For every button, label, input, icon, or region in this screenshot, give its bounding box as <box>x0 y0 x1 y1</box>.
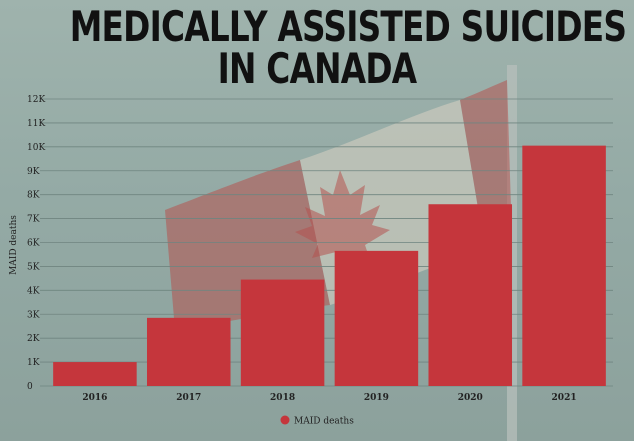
x-axis-ticks: 2016 2017 2018 2019 2020 2021 <box>82 393 576 403</box>
y-tick-label: 5K <box>27 262 40 272</box>
y-tick-label: 7K <box>27 215 40 225</box>
bar-2018 <box>240 279 325 386</box>
x-tick-label: 2020 <box>458 393 483 403</box>
y-axis-ticks: 0 1K 2K 3K 4K 5K 6K 7K 8K 9K 10K 11K 12K <box>27 95 45 392</box>
y-tick-label: 0 <box>27 382 33 392</box>
legend: MAID deaths <box>280 415 354 427</box>
gridlines <box>40 98 613 387</box>
x-tick-label: 2018 <box>270 393 295 403</box>
bars <box>53 145 606 386</box>
maple-leaf-icon <box>295 170 390 275</box>
legend-swatch <box>280 415 290 425</box>
chart-title-line-2: IN CANADA <box>217 44 417 93</box>
x-tick-label: 2017 <box>176 393 201 403</box>
y-tick-label: 3K <box>27 310 40 320</box>
bar-2016 <box>53 362 137 386</box>
bar-2020 <box>428 204 513 386</box>
bar-2021 <box>522 145 606 386</box>
x-tick-label: 2016 <box>82 393 107 403</box>
y-tick-label: 9K <box>27 167 40 177</box>
bar-2019 <box>334 250 419 386</box>
chart-title-line-1: MEDICALLY ASSISTED SUICIDES <box>69 2 627 51</box>
y-axis-title: MAID deaths <box>9 215 19 275</box>
y-tick-label: 2K <box>27 334 40 344</box>
y-tick-label: 8K <box>27 191 40 201</box>
x-tick-label: 2021 <box>552 393 577 403</box>
legend-label: MAID deaths <box>294 417 354 427</box>
x-tick-label: 2019 <box>364 393 389 403</box>
y-tick-label: 11K <box>27 119 45 129</box>
y-tick-label: 4K <box>27 286 40 296</box>
y-tick-label: 12K <box>27 95 45 105</box>
y-tick-label: 6K <box>27 239 40 249</box>
bar-2017 <box>146 317 231 386</box>
y-tick-label: 1K <box>27 358 40 368</box>
y-tick-label: 10K <box>27 143 45 153</box>
